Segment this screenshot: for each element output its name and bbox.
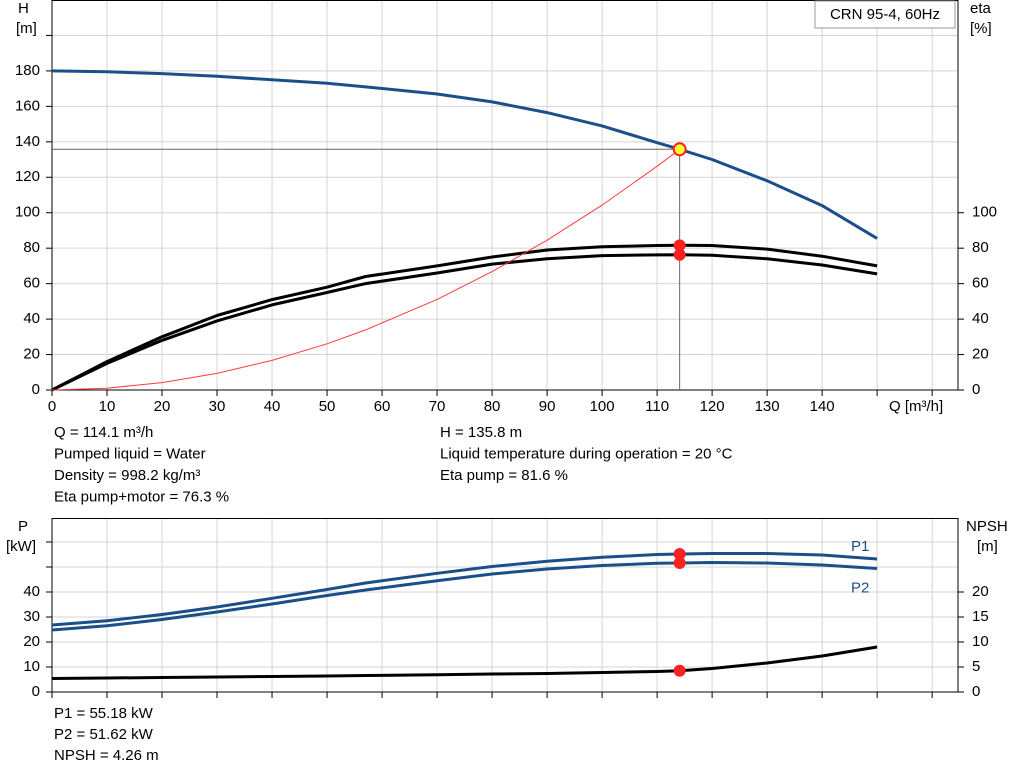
note: NPSH = 4.26 m <box>54 747 159 764</box>
y2-axis-unit: [m] <box>977 538 998 555</box>
y-tick-label: 160 <box>15 97 40 114</box>
y2-axis-label: eta <box>970 0 992 17</box>
y-tick-label: 0 <box>32 683 40 700</box>
note: P1 = 55.18 kW <box>54 705 154 722</box>
x-tick-label: 30 <box>209 398 226 415</box>
y-tick-label: 100 <box>15 204 40 221</box>
note: Eta pump+motor = 76.3 % <box>54 488 229 505</box>
x-tick-label: 130 <box>755 398 780 415</box>
y-tick-label: 180 <box>15 62 40 79</box>
y-tick-label: 80 <box>23 239 40 256</box>
x-axis-label: Q [m³/h] <box>889 398 943 415</box>
y2-tick-label: 5 <box>972 658 980 675</box>
x-tick-label: 70 <box>429 398 446 415</box>
note: Liquid temperature during operation = 20… <box>440 445 733 462</box>
x-tick-label: 90 <box>539 398 556 415</box>
x-tick-label: 10 <box>99 398 116 415</box>
x-tick-label: 60 <box>374 398 391 415</box>
series-label: P1 <box>851 538 869 555</box>
note: H = 135.8 m <box>440 424 522 441</box>
duty-point <box>673 548 686 561</box>
legend-title: CRN 95-4, 60Hz <box>830 6 940 23</box>
y2-axis-label: NPSH <box>966 518 1008 535</box>
y-axis-label: H <box>18 0 29 17</box>
x-tick-label: 110 <box>645 398 669 415</box>
duty-point <box>673 248 686 261</box>
x-tick-label: 80 <box>484 398 501 415</box>
curve <box>51 253 878 392</box>
y2-tick-label: 10 <box>972 633 989 650</box>
curve <box>51 243 878 392</box>
y-axis-unit: [m] <box>16 20 37 37</box>
y-tick-label: 60 <box>23 275 40 292</box>
x-tick-label: 140 <box>810 398 835 415</box>
note: Q = 114.1 m³/h <box>54 424 153 441</box>
y2-tick-label: 0 <box>972 381 980 398</box>
curve <box>51 148 681 391</box>
y2-tick-label: 80 <box>972 239 989 256</box>
curve <box>51 552 878 627</box>
x-tick-label: 0 <box>48 398 56 415</box>
y-tick-label: 20 <box>23 633 40 650</box>
y-tick-label: 140 <box>15 133 40 150</box>
duty-point <box>672 142 687 157</box>
duty-point <box>673 556 686 569</box>
y-tick-label: 40 <box>23 583 40 600</box>
y-tick-label: 0 <box>32 381 40 398</box>
y2-tick-label: 100 <box>972 204 997 221</box>
duty-point <box>673 239 686 252</box>
x-tick-label: 40 <box>264 398 281 415</box>
series-label: P2 <box>851 579 869 596</box>
note: Density = 998.2 kg/m³ <box>54 467 200 484</box>
y-tick-label: 10 <box>23 658 40 675</box>
note: Eta pump = 81.6 % <box>440 467 568 484</box>
y2-tick-label: 20 <box>972 583 989 600</box>
y-tick-label: 120 <box>15 168 40 185</box>
curve <box>51 69 878 240</box>
y-tick-label: 40 <box>23 310 40 327</box>
y2-tick-label: 15 <box>972 608 989 625</box>
y-tick-label: 30 <box>23 608 40 625</box>
note: P2 = 51.62 kW <box>54 726 154 743</box>
x-tick-label: 50 <box>319 398 336 415</box>
y2-tick-label: 20 <box>972 346 989 363</box>
legend-box <box>814 0 956 29</box>
y-tick-label: 20 <box>23 346 40 363</box>
y2-tick-label: 0 <box>972 683 980 700</box>
x-tick-label: 20 <box>154 398 171 415</box>
x-tick-label: 100 <box>590 398 615 415</box>
plot-frame <box>51 518 959 693</box>
y2-tick-label: 60 <box>972 275 989 292</box>
y-axis-label: P <box>18 518 28 535</box>
note: Pumped liquid = Water <box>54 445 206 462</box>
y2-tick-label: 40 <box>972 310 989 327</box>
y2-axis-unit: [%] <box>970 20 992 37</box>
y-axis-unit: [kW] <box>6 538 36 555</box>
curve <box>51 645 878 680</box>
duty-point <box>673 664 686 677</box>
curve <box>51 561 878 632</box>
plot-frame <box>51 0 959 391</box>
x-tick-label: 120 <box>700 398 725 415</box>
